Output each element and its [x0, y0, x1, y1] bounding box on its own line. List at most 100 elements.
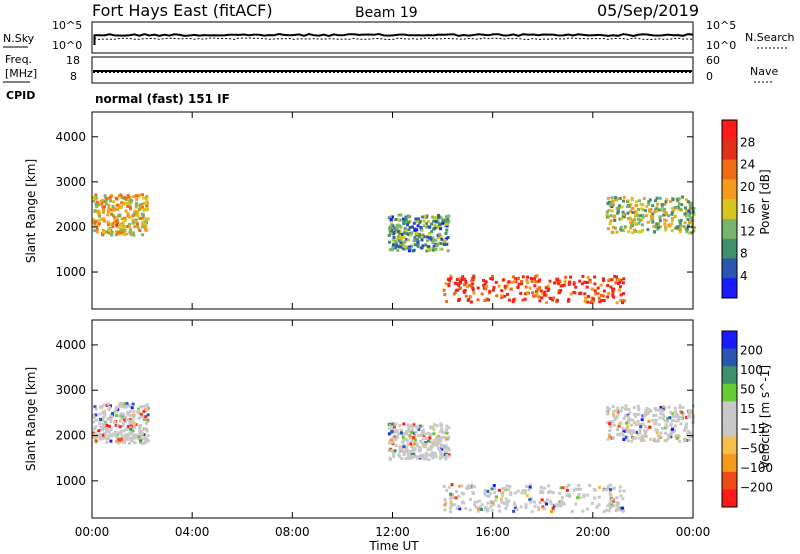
range-cell [484, 508, 488, 511]
range-cell [110, 230, 114, 234]
range-cell [612, 225, 615, 229]
range-cell [651, 204, 655, 208]
range-cell [434, 219, 438, 223]
range-cell [583, 299, 587, 303]
range-cell [629, 226, 633, 230]
range-cell [93, 224, 97, 228]
range-cell [415, 220, 419, 224]
range-cell [640, 418, 644, 422]
range-cell [553, 281, 556, 285]
range-cell [107, 429, 111, 433]
range-cell [465, 285, 469, 289]
range-cell [131, 419, 135, 423]
range-cell [615, 409, 619, 413]
range-cell [103, 205, 106, 209]
range-cell [420, 441, 424, 445]
range-cell [389, 228, 393, 232]
range-cell [578, 496, 582, 500]
range-cell [658, 219, 662, 223]
range-cell [650, 216, 654, 220]
range-cell [141, 220, 145, 224]
range-cell [681, 416, 684, 420]
range-cell [530, 510, 534, 514]
range-cell [104, 199, 108, 203]
range-cell [647, 200, 651, 204]
colorbar-tick-label: 24 [740, 158, 755, 172]
range-cell [130, 406, 134, 410]
range-cell [455, 490, 459, 494]
range-cell [127, 441, 131, 445]
range-cell [631, 231, 635, 235]
range-cell [140, 225, 144, 229]
range-cell [136, 224, 139, 228]
range-cell [490, 508, 494, 512]
range-cell [129, 215, 133, 219]
range-cell [140, 204, 144, 208]
x-tick-label: 00:00 [75, 525, 110, 539]
range-cell [432, 432, 436, 436]
range-cell [393, 425, 396, 429]
range-cell [390, 441, 394, 444]
range-cell [468, 283, 472, 287]
range-cell [687, 409, 691, 413]
range-cell [545, 502, 549, 506]
range-cell [448, 279, 452, 283]
range-cell [486, 501, 490, 505]
range-cell [626, 439, 630, 443]
range-cell [478, 499, 482, 503]
colorbar-frame [721, 119, 738, 299]
range-cell [665, 425, 669, 429]
range-cell [406, 214, 410, 218]
range-cell [404, 218, 408, 221]
colorbar-tick-label: 200 [740, 344, 763, 358]
range-cell [119, 193, 123, 197]
cpid-value: normal (fast) 151 IF [95, 92, 230, 106]
range-cell [401, 435, 405, 439]
range-cell [440, 447, 444, 451]
range-cell [685, 209, 689, 212]
range-cell [619, 409, 623, 413]
range-cell [514, 277, 517, 281]
range-cell [116, 423, 120, 427]
range-cell [406, 454, 410, 458]
range-cell [102, 426, 106, 430]
range-cell [528, 498, 532, 502]
range-cell [612, 504, 616, 508]
range-cell [606, 284, 610, 287]
range-cell [611, 199, 615, 203]
range-cell [445, 222, 449, 226]
range-cell [679, 207, 683, 211]
range-cell [558, 280, 562, 284]
range-cell [120, 440, 124, 444]
range-cell [112, 214, 115, 218]
range-cell [654, 413, 658, 417]
range-cell [440, 436, 444, 440]
range-cell [687, 413, 691, 416]
range-cell [92, 218, 96, 222]
range-cell [392, 430, 396, 434]
range-cell [431, 240, 435, 244]
range-cell [121, 412, 125, 416]
range-cell [615, 428, 619, 432]
range-cell [673, 428, 677, 432]
range-cell [513, 501, 516, 505]
range-cell [611, 405, 615, 408]
range-cell [434, 443, 438, 447]
range-cell [113, 409, 117, 413]
colorbar-frame [721, 330, 738, 508]
range-cell [663, 419, 667, 423]
range-cell [449, 492, 453, 496]
range-cell [501, 278, 505, 282]
range-cell [436, 441, 440, 444]
range-cell [458, 279, 462, 283]
range-cell [394, 422, 398, 426]
range-cell [116, 435, 119, 439]
range-cell [437, 241, 441, 245]
range-cell [94, 197, 98, 201]
range-cell [611, 290, 615, 294]
range-cell [130, 424, 134, 428]
range-cell [615, 502, 619, 506]
range-cell [145, 404, 149, 408]
range-cell [142, 196, 146, 200]
range-cell [398, 232, 401, 236]
